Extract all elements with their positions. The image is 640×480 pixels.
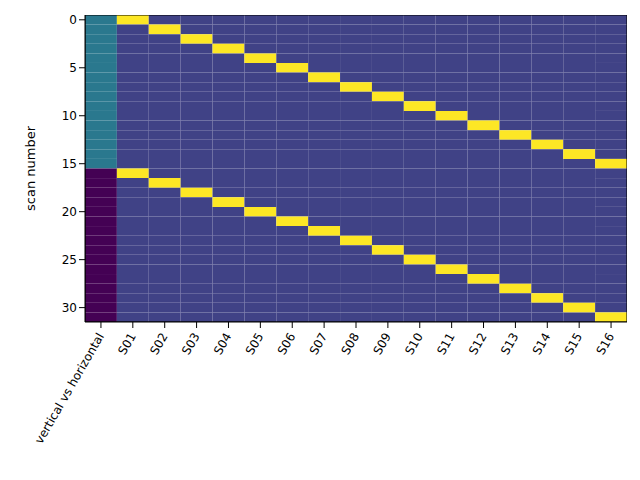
svg-text:S07: S07 [307, 331, 331, 358]
svg-text:scan number: scan number [23, 125, 38, 211]
svg-text:S04: S04 [211, 331, 235, 358]
svg-text:S08: S08 [338, 331, 362, 358]
svg-text:S13: S13 [498, 331, 522, 358]
svg-text:vertical vs horizontal: vertical vs horizontal [32, 331, 107, 447]
svg-text:S16: S16 [594, 331, 618, 358]
svg-text:15: 15 [62, 157, 77, 171]
svg-text:S01: S01 [115, 331, 139, 358]
svg-text:S10: S10 [402, 331, 426, 358]
svg-text:S06: S06 [275, 331, 299, 358]
svg-text:0: 0 [69, 13, 77, 27]
svg-text:S09: S09 [370, 331, 394, 358]
svg-text:S14: S14 [530, 331, 554, 358]
svg-text:5: 5 [69, 61, 77, 75]
svg-text:S15: S15 [562, 331, 586, 358]
svg-text:S02: S02 [147, 331, 171, 358]
svg-text:20: 20 [62, 205, 77, 219]
svg-text:S12: S12 [466, 331, 490, 358]
svg-text:S11: S11 [434, 331, 458, 358]
svg-text:25: 25 [62, 253, 77, 267]
svg-text:30: 30 [62, 301, 77, 315]
svg-text:S05: S05 [243, 331, 267, 358]
svg-text:10: 10 [62, 109, 77, 123]
svg-text:S03: S03 [179, 331, 203, 358]
